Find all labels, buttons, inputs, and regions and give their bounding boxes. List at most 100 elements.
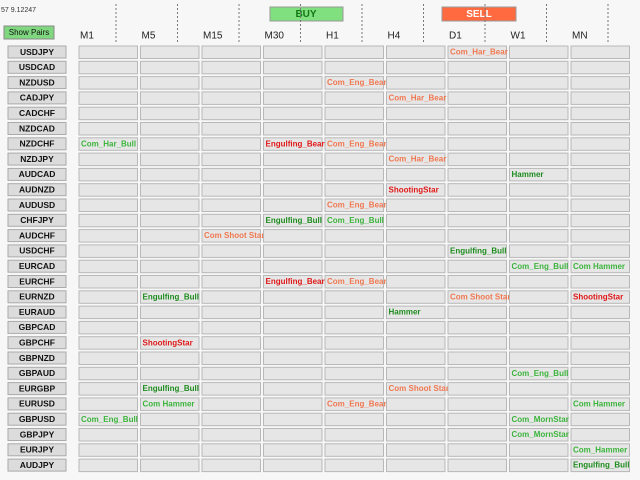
signal-cell [447,106,507,121]
timeframe-label: MN [572,31,588,42]
signal-cell [509,336,569,350]
signal-text: ShootingStar [143,338,193,347]
signal-cell [509,443,569,457]
signal-cell [263,137,323,151]
pair-label: AUDCHF [19,230,55,240]
pair-label: GBPCAD [19,322,56,332]
signal-text: Com_MornStar [512,415,569,424]
signal-cell [447,167,507,182]
signal-cell [447,213,507,228]
signal-cell [263,106,323,121]
signal-cell [201,244,261,258]
signal-cell [78,213,138,228]
buy-label[interactable]: BUY [295,9,316,20]
pair-label: GBPAUD [19,368,55,378]
signal-text: Hammer [512,170,544,179]
pair-label: EURGBP [19,383,56,393]
signal-cell [201,259,261,274]
signal-cell [447,320,507,335]
signal-text: Hammer [389,308,421,317]
signal-cell [201,412,261,427]
signal-cell [78,76,138,90]
signal-cell [263,443,323,457]
pair-box [7,229,67,243]
signal-text: Com Shoot Star [450,292,510,301]
signal-cell [263,76,323,90]
signal-cell [140,275,200,289]
signal-cell [78,290,138,304]
signal-cell [570,428,630,442]
signal-cell [324,382,384,396]
sell-label[interactable]: SELL [466,9,492,20]
signal-cell [263,259,323,274]
signal-cell [263,320,323,335]
signal-cell [140,122,200,136]
pair-label: AUDJPY [20,460,55,470]
signal-cell [324,213,384,228]
signal-cell [386,275,446,289]
pair-label: GBPUSD [19,414,55,424]
signal-cell [509,45,569,59]
signal-cell [509,305,569,320]
pair-box [7,320,67,334]
signal-cell [324,412,384,427]
pair-box [7,45,67,59]
signal-cell [447,229,507,243]
signal-cell [509,229,569,243]
signal-text: Com_Eng_Bull [512,369,569,378]
signal-cell [386,213,446,228]
signal-cell [263,397,323,411]
pair-label: GBPCHF [19,337,55,347]
signal-cell [570,366,630,381]
pair-box [7,91,67,105]
pair-box [7,106,67,120]
signal-cell [324,305,384,320]
buy-button[interactable] [269,6,344,22]
pair-box [7,152,67,166]
pair-label: AUDCAD [19,169,56,179]
pair-box [7,122,67,135]
signal-text: Com_Hammer [573,445,627,454]
signal-cell [201,275,261,289]
signal-cell [78,244,138,258]
pair-box [7,183,67,197]
signal-cell [78,275,138,289]
signal-cell [263,152,323,167]
signal-text: Com_Eng_Bear [327,201,387,210]
signal-cell [324,320,384,335]
signal-cell [447,336,507,350]
signal-cell [386,91,446,105]
signal-cell [447,45,507,59]
signal-cell [570,167,630,182]
pair-box [7,198,67,212]
signal-cell [509,60,569,75]
signal-cell [324,397,384,411]
signal-cell [386,152,446,167]
signal-cell [386,45,446,59]
pair-label: EURJPY [20,445,54,455]
signal-cell [386,198,446,212]
show-pairs-label[interactable]: Show Pairs [9,28,49,37]
signal-cell [201,290,261,304]
signal-cell [386,336,446,350]
signal-cell [324,244,384,258]
pair-label: AUDUSD [19,200,55,210]
signal-text: Engulfing_Bull [266,216,322,225]
pair-label: EURUSD [19,399,55,409]
signal-text: Com_Eng_Bull [81,415,138,424]
signal-cell [324,152,384,167]
show-pairs-button[interactable] [3,25,55,40]
signal-cell [78,198,138,212]
signal-text: Com_Eng_Bear [327,78,387,87]
signal-cell [386,122,446,136]
signal-cell [263,366,323,381]
signal-cell [140,60,200,75]
signal-cell [140,458,200,473]
signal-cell [447,183,507,197]
signal-text: Com_Har_Bear [389,94,447,103]
signal-cell [570,45,630,59]
signal-cell [509,137,569,151]
sell-button[interactable] [441,6,517,22]
pair-box [7,382,67,396]
